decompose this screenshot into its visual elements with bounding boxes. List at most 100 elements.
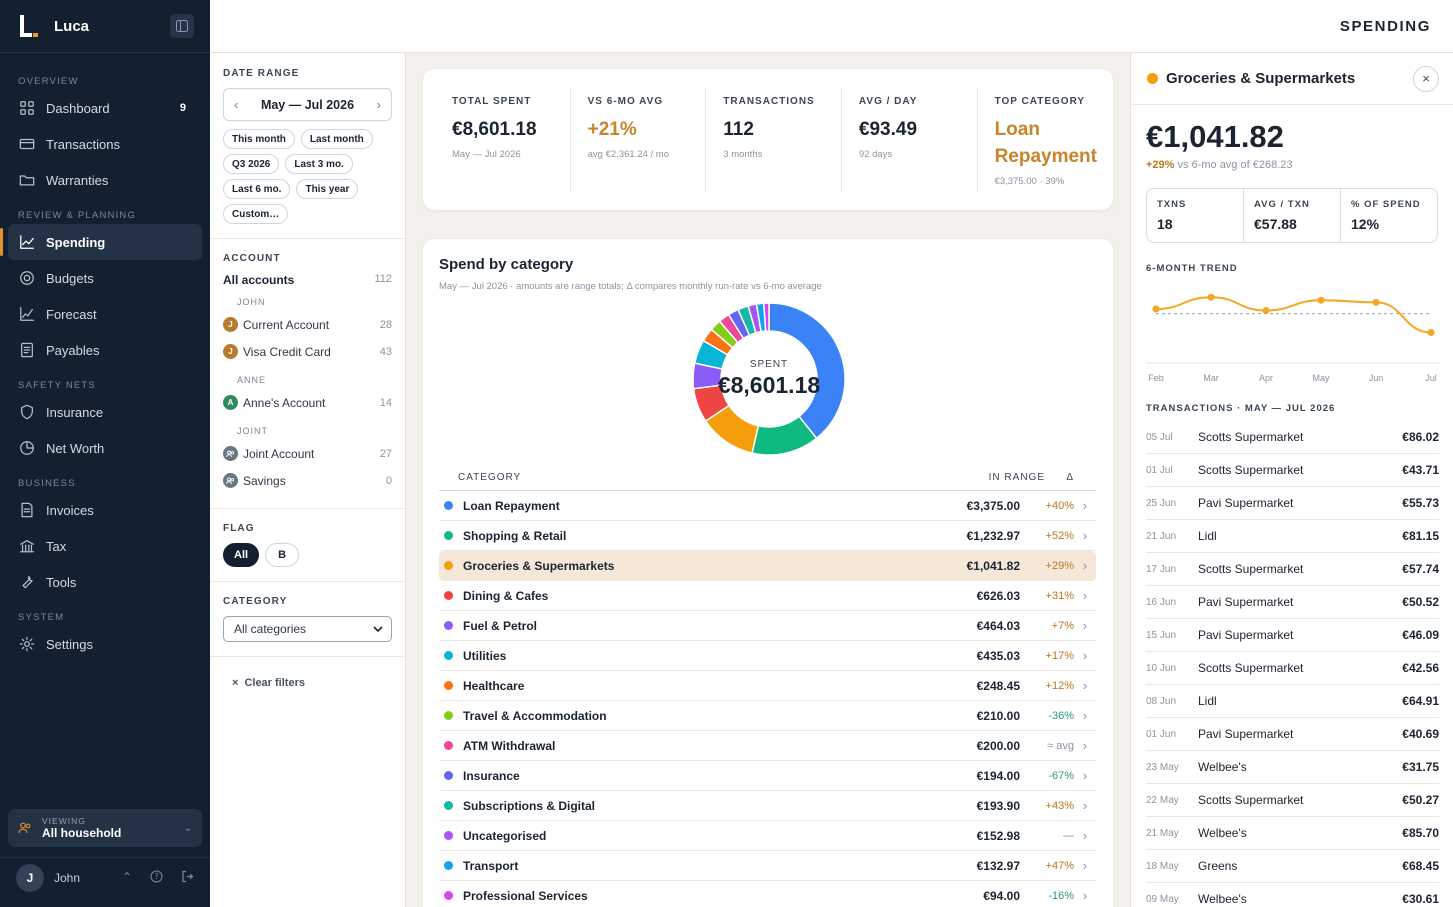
donut-center: SPENT €8,601.18 xyxy=(691,301,847,457)
transaction-amount: €81.15 xyxy=(1402,529,1439,543)
date-preset-chip[interactable]: This month xyxy=(223,129,295,149)
chevron-right-icon[interactable]: › xyxy=(376,97,381,112)
viewing-selector[interactable]: VIEWING All household ⌄ xyxy=(8,809,202,847)
sidebar-item-invoices[interactable]: Invoices xyxy=(0,492,210,528)
category-row[interactable]: Groceries & Supermarkets €1,041.82 +29% › xyxy=(439,551,1096,581)
category-row[interactable]: Insurance €194.00 -67% › xyxy=(439,761,1096,791)
category-row[interactable]: ATM Withdrawal €200.00 ≈ avg › xyxy=(439,731,1096,761)
close-detail-button[interactable]: × xyxy=(1413,65,1439,92)
sidebar-item-dashboard[interactable]: Dashboard 9 xyxy=(0,90,210,126)
donut-slice[interactable] xyxy=(762,302,770,332)
category-delta: +12% xyxy=(1045,679,1074,692)
account-item[interactable]: A Anne's Account 14 xyxy=(223,389,392,416)
sidebar-item-spending[interactable]: Spending xyxy=(0,224,202,260)
detail-metric: % OF SPEND 12% xyxy=(1341,189,1437,242)
category-row[interactable]: Utilities €435.03 +17% › xyxy=(439,641,1096,671)
stat-subtext: 3 months xyxy=(723,149,763,160)
transaction-row[interactable]: 15 Jun Pavi Supermarket €46.09 xyxy=(1146,619,1439,652)
account-item[interactable]: J Current Account 28 xyxy=(223,311,392,338)
sidebar-item-tax[interactable]: Tax xyxy=(0,528,210,564)
account-group-label: JOHN xyxy=(237,297,266,307)
category-row[interactable]: Subscriptions & Digital €193.90 +43% › xyxy=(439,791,1096,821)
category-row[interactable]: Loan Repayment €3,375.00 +40% › xyxy=(439,491,1096,521)
logout-icon[interactable] xyxy=(181,870,194,886)
category-delta: +31% xyxy=(1045,589,1074,602)
stat-value: €8,601.18 xyxy=(452,119,537,140)
sidebar-item-label: Tools xyxy=(46,574,77,590)
chevron-left-icon[interactable]: ‹ xyxy=(234,97,239,112)
category-row[interactable]: Healthcare €248.45 +12% › xyxy=(439,671,1096,701)
category-amount: €1,041.82 xyxy=(966,558,1020,573)
category-amount: €152.98 xyxy=(976,828,1020,843)
account-item[interactable]: J Visa Credit Card 43 xyxy=(223,338,392,365)
date-preset-chip[interactable]: Last 3 mo. xyxy=(285,154,353,174)
category-color-dot xyxy=(444,651,453,660)
transaction-row[interactable]: 09 May Welbee's €30.61 xyxy=(1146,883,1439,907)
category-table-header: CATEGORY IN RANGE Δ xyxy=(439,464,1096,491)
transaction-row[interactable]: 25 Jun Pavi Supermarket €55.73 xyxy=(1146,487,1439,520)
sidebar-item-budgets[interactable]: Budgets xyxy=(0,260,210,296)
transaction-row[interactable]: 22 May Scotts Supermarket €50.27 xyxy=(1146,784,1439,817)
sidebar-item-settings[interactable]: Settings xyxy=(0,626,210,662)
transaction-date: 25 Jun xyxy=(1146,497,1177,509)
account-count: 28 xyxy=(379,318,392,331)
collapse-sidebar-button[interactable] xyxy=(170,14,194,38)
transaction-amount: €85.70 xyxy=(1402,826,1439,840)
transaction-row[interactable]: 01 Jul Scotts Supermarket €43.71 xyxy=(1146,454,1439,487)
all-accounts-item[interactable]: All accounts 112 xyxy=(223,273,392,287)
transaction-row[interactable]: 23 May Welbee's €31.75 xyxy=(1146,751,1439,784)
sidebar-item-warranties[interactable]: Warranties xyxy=(0,162,210,198)
sidebar-item-payables[interactable]: Payables xyxy=(0,332,210,368)
transaction-row[interactable]: 16 Jun Pavi Supermarket €50.52 xyxy=(1146,586,1439,619)
donut-center-total: €8,601.18 xyxy=(717,372,821,398)
category-row[interactable]: Fuel & Petrol €464.03 +7% › xyxy=(439,611,1096,641)
help-icon[interactable]: ? xyxy=(150,870,163,886)
category-row[interactable]: Transport €132.97 +47% › xyxy=(439,851,1096,881)
account-item[interactable]: Savings 0 xyxy=(223,467,392,494)
flag-option-b[interactable]: B xyxy=(265,543,300,567)
detail-metric: AVG / TXN €57.88 xyxy=(1244,189,1341,242)
transaction-row[interactable]: 21 Jun Lidl €81.15 xyxy=(1146,520,1439,553)
transaction-merchant: Lidl xyxy=(1198,529,1217,543)
category-row[interactable]: Travel & Accommodation €210.00 -36% › xyxy=(439,701,1096,731)
category-row[interactable]: Uncategorised €152.98 — › xyxy=(439,821,1096,851)
date-preset-chip[interactable]: Custom… xyxy=(223,204,289,224)
category-delta: +7% xyxy=(1051,619,1074,632)
clear-filters-button[interactable]: × Clear filters xyxy=(210,657,405,689)
transaction-row[interactable]: 01 Jun Pavi Supermarket €40.69 xyxy=(1146,718,1439,751)
category-name: Transport xyxy=(463,858,519,873)
sidebar-item-forecast[interactable]: Forecast xyxy=(0,296,210,332)
category-row[interactable]: Professional Services €94.00 -16% › xyxy=(439,881,1096,907)
sidebar-item-net-worth[interactable]: Net Worth xyxy=(0,430,210,466)
transaction-row[interactable]: 17 Jun Scotts Supermarket €57.74 xyxy=(1146,553,1439,586)
avatar[interactable]: J xyxy=(16,863,44,892)
sidebar-item-insurance[interactable]: Insurance xyxy=(0,394,210,430)
category-name: ATM Withdrawal xyxy=(463,738,556,753)
category-select[interactable]: All categories xyxy=(223,616,392,642)
donut-slice[interactable] xyxy=(768,302,846,440)
sidebar-item-tools[interactable]: Tools xyxy=(0,564,210,600)
date-preset-chip[interactable]: Q3 2026 xyxy=(223,154,280,174)
chevron-right-icon: › xyxy=(1082,888,1088,903)
chevron-up-icon[interactable]: ⌃ xyxy=(121,869,132,884)
date-preset-chip[interactable]: Last month xyxy=(300,129,373,149)
sidebar-item-transactions[interactable]: Transactions xyxy=(0,126,210,162)
account-item[interactable]: Joint Account 27 xyxy=(223,440,392,467)
transaction-row[interactable]: 10 Jun Scotts Supermarket €42.56 xyxy=(1146,652,1439,685)
transaction-row[interactable]: 21 May Welbee's €85.70 xyxy=(1146,817,1439,850)
sidebar-section-title: OVERVIEW xyxy=(18,75,79,87)
stat-top-category: TOP CATEGORY Loan Repayment €3,375.00 · 39… xyxy=(978,87,1113,192)
date-range-value[interactable]: May — Jul 2026 xyxy=(260,97,355,112)
category-row[interactable]: Shopping & Retail €1,232.97 +52% › xyxy=(439,521,1096,551)
stat-subtext: avg €2,361.24 / mo xyxy=(587,149,669,160)
transaction-row[interactable]: 08 Jun Lidl €64.91 xyxy=(1146,685,1439,718)
transaction-row[interactable]: 18 May Greens €68.45 xyxy=(1146,850,1439,883)
flag-option-all[interactable]: All xyxy=(223,543,260,567)
sidebar-item-label: Insurance xyxy=(46,404,104,420)
date-preset-chip[interactable]: Last 6 mo. xyxy=(223,179,291,199)
detail-metric: TXNS 18 xyxy=(1147,189,1244,242)
detail-metric-value: 12% xyxy=(1351,216,1380,232)
transaction-row[interactable]: 05 Jul Scotts Supermarket €86.02 xyxy=(1146,421,1439,454)
date-preset-chip[interactable]: This year xyxy=(296,179,359,199)
category-row[interactable]: Dining & Cafes €626.03 +31% › xyxy=(439,581,1096,611)
